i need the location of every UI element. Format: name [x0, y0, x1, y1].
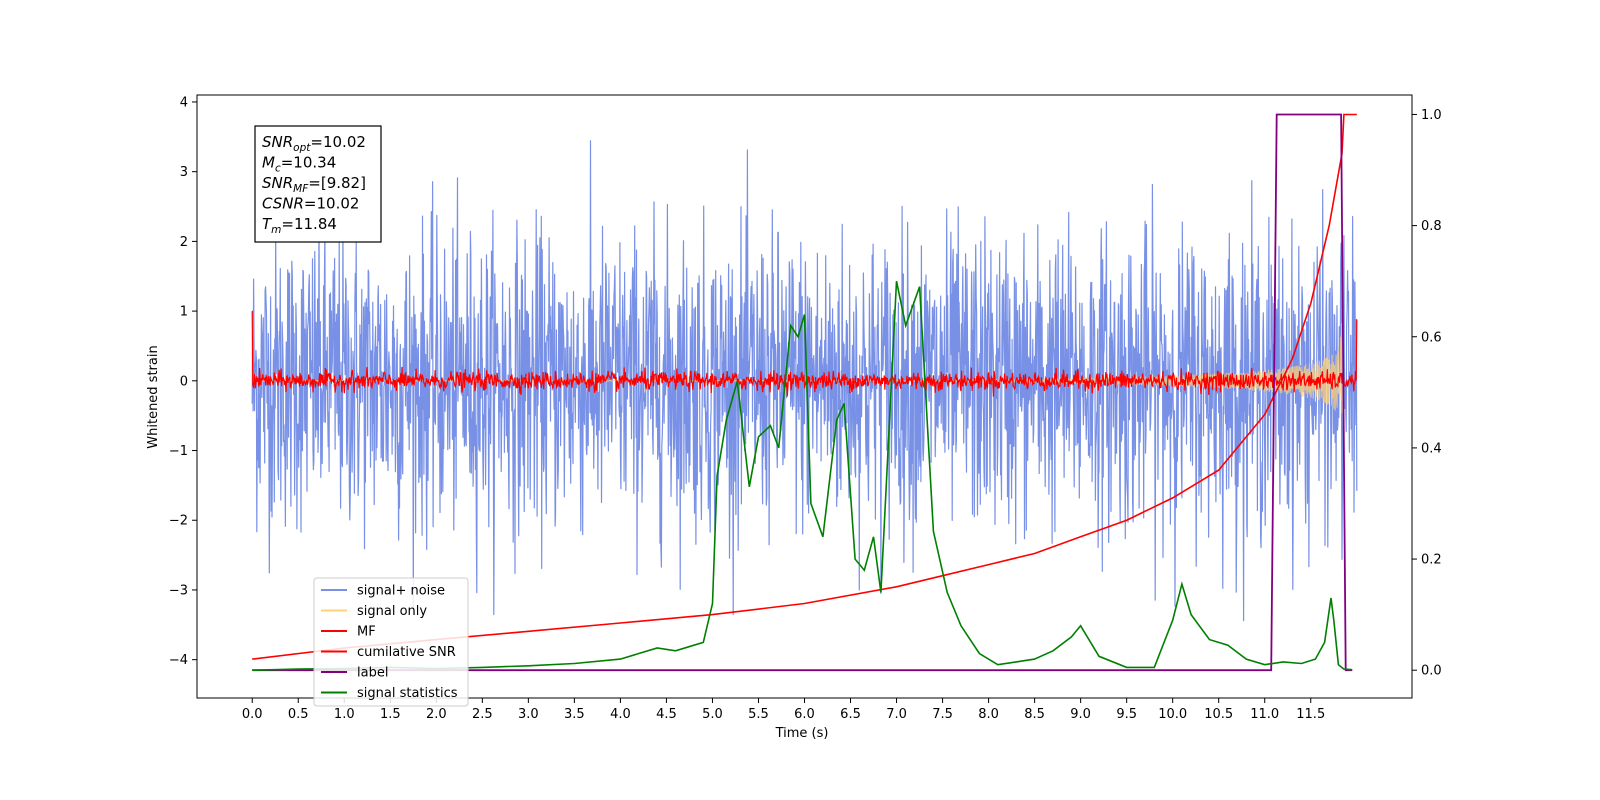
- legend-frame: [313, 577, 469, 707]
- annotation-subscript: m: [271, 224, 281, 236]
- annotation-value: =10.34: [281, 154, 337, 172]
- y-tick-label: 4: [180, 95, 188, 110]
- legend-entry-label: label: [357, 666, 388, 681]
- legend-entry-label: signal+ noise: [357, 584, 445, 599]
- x-tick-label: 0.0: [242, 707, 263, 722]
- x-tick-label: 0.5: [288, 707, 309, 722]
- legend-entry-label: cumilative SNR: [357, 645, 456, 660]
- annotation-line: CSNR=10.02: [262, 195, 359, 213]
- x-tick-label: 9.0: [1070, 707, 1091, 722]
- series-label-line: [252, 113, 1353, 672]
- y-tick-label: −3: [169, 583, 188, 598]
- annotation-line: Tm=11.84: [262, 215, 337, 236]
- annotation-symbol: SNR: [262, 174, 293, 192]
- x-tick-label: 11.5: [1296, 707, 1325, 722]
- x-tick-label: 11.0: [1250, 707, 1279, 722]
- x-tick-label: 8.5: [1024, 707, 1045, 722]
- annotation-subscript: c: [275, 163, 281, 175]
- series-signal-statistics-line: [252, 281, 1353, 671]
- y-tick-label: 3: [180, 165, 188, 180]
- legend-entry-label: MF: [357, 625, 376, 640]
- y-axis-label: Whitened strain: [146, 345, 161, 448]
- x-axis: 0.0 0.5 1.0 1.5 2.0 2.5 3.0 3.5 4.0 4.5 5.0 5.5 6.0 6…: [242, 698, 1325, 722]
- annotation-value: =10.02: [304, 195, 360, 213]
- x-tick-label: 10.0: [1158, 707, 1187, 722]
- series-signal-noise-line: [251, 140, 1358, 622]
- y2-tick-label: 0.0: [1421, 664, 1442, 679]
- y2-tick-label: 0.8: [1421, 219, 1442, 234]
- legend: signal+ noise signal only MF cumilative SNR…: [313, 577, 469, 707]
- annotation-symbol: T: [262, 215, 273, 233]
- metrics-annotation-box: SNRopt=10.02Mc=10.34SNRMF=[9.82]CSNR=10.…: [254, 125, 382, 243]
- series-mf-line: [251, 311, 1358, 397]
- annotation-value: =10.02: [310, 133, 366, 151]
- x-tick-label: 6.5: [840, 707, 861, 722]
- y-tick-label: −2: [169, 514, 188, 529]
- y-tick-label: 2: [180, 235, 188, 250]
- annotation-line: SNRMF=[9.82]: [262, 174, 366, 195]
- x-tick-label: 1.0: [334, 707, 355, 722]
- x-tick-label: 3.0: [518, 707, 539, 722]
- y-tick-label: −1: [169, 444, 188, 459]
- legend-entry-label: signal only: [357, 604, 427, 619]
- series-cumulative-snr-line: [252, 113, 1357, 660]
- x-axis-label: Time (s): [775, 726, 829, 741]
- annotation-line: Mc=10.34: [262, 154, 336, 175]
- x-tick-label: 5.0: [702, 707, 723, 722]
- y2-tick-label: 0.4: [1421, 441, 1442, 456]
- x-tick-label: 9.5: [1116, 707, 1137, 722]
- x-tick-label: 5.5: [748, 707, 769, 722]
- x-tick-label: 4.5: [656, 707, 677, 722]
- y2-tick-label: 0.6: [1421, 330, 1442, 345]
- annotation-value: =[9.82]: [308, 174, 366, 192]
- y-tick-label: 0: [180, 374, 188, 389]
- x-tick-label: 2.5: [472, 707, 493, 722]
- x-tick-label: 1.5: [380, 707, 401, 722]
- y-axis-left: 4 3 2 1 0 −1 −2 −3 −4: [169, 95, 197, 668]
- x-tick-label: 3.5: [564, 707, 585, 722]
- x-tick-label: 4.0: [610, 707, 631, 722]
- y2-tick-label: 0.2: [1421, 553, 1442, 568]
- x-tick-label: 8.0: [978, 707, 999, 722]
- y-axis-right: 1.0 0.8 0.6 0.4 0.2 0.0: [1412, 108, 1442, 679]
- annotation-subscript: MF: [293, 183, 309, 195]
- annotation-symbol: SNR: [262, 133, 293, 151]
- annotation-symbol: M: [262, 154, 275, 172]
- x-tick-label: 6.0: [794, 707, 815, 722]
- x-tick-label: 7.0: [886, 707, 907, 722]
- y-tick-label: −4: [169, 653, 188, 668]
- annotation-symbol: CSNR: [262, 195, 304, 213]
- x-tick-label: 10.5: [1204, 707, 1233, 722]
- annotation-value: =11.84: [281, 215, 337, 233]
- y2-tick-label: 1.0: [1421, 108, 1442, 123]
- annotation-subscript: opt: [293, 142, 311, 154]
- x-tick-label: 2.0: [426, 707, 447, 722]
- annotation-line: SNRopt=10.02: [262, 133, 366, 154]
- y-tick-label: 1: [180, 305, 188, 320]
- legend-entry-label: signal statistics: [357, 686, 458, 701]
- x-tick-label: 7.5: [932, 707, 953, 722]
- annotation-frame: [254, 125, 382, 243]
